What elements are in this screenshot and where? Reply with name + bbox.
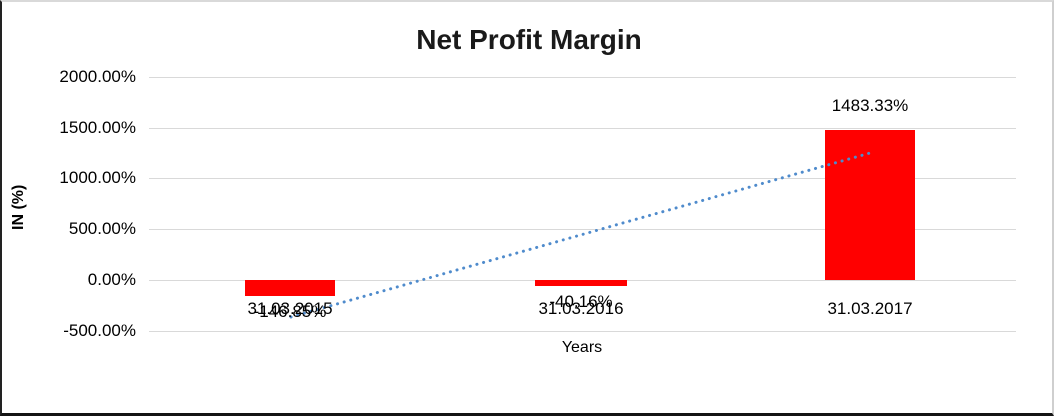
chart-title: Net Profit Margin [416, 24, 642, 55]
bar-31-03-2016 [535, 280, 627, 286]
gridline-1500 [149, 128, 1016, 129]
gridline-neg500 [149, 331, 1016, 332]
x-category-label-2016: 31.03.2016 [538, 299, 624, 318]
y-tick-label: 0.00% [87, 270, 136, 289]
y-tick-label: -500.00% [63, 321, 136, 340]
bar-31-03-2017 [825, 130, 915, 280]
x-category-label-2017: 31.03.2017 [827, 299, 913, 318]
y-axis-title: IN (%) [10, 184, 27, 230]
bar-31-03-2015 [245, 280, 335, 296]
x-axis-title: Years [561, 339, 603, 356]
y-tick-label: 2000.00% [59, 67, 136, 86]
gridline-2000 [149, 77, 1016, 78]
data-label-2016: -40.16% [549, 292, 613, 311]
y-tick-label: 500.00% [68, 219, 136, 238]
data-label-2017: 1483.33% [831, 96, 909, 115]
y-tick-label: 1000.00% [59, 168, 136, 187]
x-category-label-2015: 31.03.2015 [247, 299, 333, 318]
y-tick-label: 1500.00% [59, 118, 136, 137]
data-label-2015: -146.85% [253, 302, 327, 321]
